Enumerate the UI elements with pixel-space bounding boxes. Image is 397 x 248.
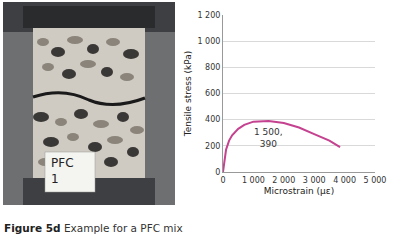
svg-text:Microstrain (με): Microstrain (με) [264,186,334,196]
svg-text:2 000: 2 000 [272,176,295,185]
svg-text:0: 0 [215,168,220,177]
svg-text:1 000: 1 000 [197,37,220,46]
svg-text:1 500,390: 1 500,390 [254,127,283,149]
svg-text:200: 200 [205,142,220,151]
svg-text:800: 800 [205,63,220,72]
svg-text:1: 1 [51,172,59,186]
svg-text:Tensile stress (kPa): Tensile stress (kPa) [183,51,193,138]
svg-text:1 200: 1 200 [197,11,220,20]
svg-text:3 000: 3 000 [303,176,326,185]
svg-text:600: 600 [205,89,220,98]
svg-text:400: 400 [205,115,220,124]
svg-text:1 000: 1 000 [242,176,265,185]
svg-text:5 000: 5 000 [364,176,387,185]
svg-text:PFC: PFC [51,156,74,170]
html-text:Figure 5d Example for a PFC mi: Figure 5d Example for a PFC mix [4,222,183,234]
svg-text:0: 0 [220,176,225,185]
svg-text:4 000: 4 000 [333,176,356,185]
